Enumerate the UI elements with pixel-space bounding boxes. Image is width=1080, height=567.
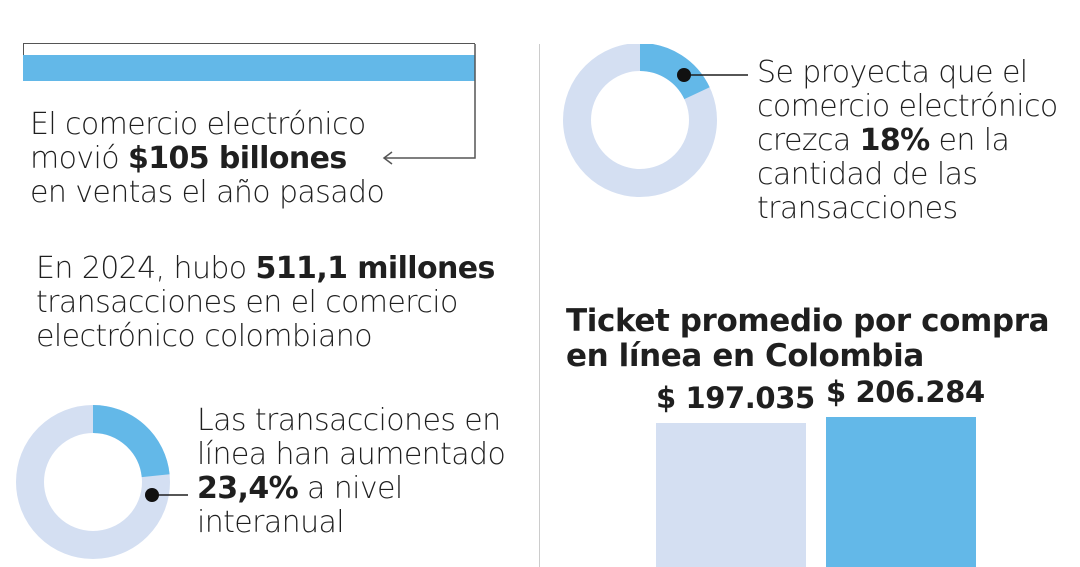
ticket-bar-chart: $ 197.035 $ 206.284	[640, 375, 1000, 567]
projection-percent: 18%	[859, 123, 931, 158]
ecommerce-connector	[382, 44, 476, 165]
ecommerce-line3: en ventas el año pasado	[30, 175, 385, 210]
growth-line4: interanual	[197, 505, 345, 540]
ecommerce-line2: movió $105 billones	[30, 142, 390, 176]
projection-line1: Se proyecta que el	[757, 55, 1028, 90]
growth-line3: 23,4% a nivel	[197, 472, 517, 506]
projection-line2: comercio electrónico	[757, 89, 1058, 124]
ecommerce-text: El comercio electrónico movió $105 billo…	[30, 108, 390, 210]
projection-line4: cantidad de las	[757, 157, 978, 192]
ecommerce-amount: $105 billones	[127, 141, 347, 176]
transactions-line1-prefix: En 2024, hubo	[36, 251, 256, 286]
chart-title-line1: Ticket promedio por compra	[566, 303, 1050, 339]
growth-donut-arc	[92, 405, 170, 478]
growth-line1: Las transacciones en	[197, 403, 501, 438]
transactions-line3: electrónico colombiano	[36, 319, 373, 354]
bar-2023	[656, 423, 806, 567]
bar-value-label-2023: $ 197.035	[656, 381, 815, 415]
transactions-count: 511,1 millones	[255, 251, 496, 286]
growth-donut	[16, 405, 188, 559]
chart-title: Ticket promedio por compra en línea en C…	[566, 304, 1066, 374]
growth-text: Las transacciones en línea han aumentado…	[197, 404, 517, 540]
chart-title-line2: en línea en Colombia	[566, 338, 924, 374]
projection-donut-arc	[639, 44, 710, 100]
projection-text: Se proyecta que el comercio electrónico …	[757, 56, 1077, 226]
growth-line3-suffix: a nivel	[298, 471, 403, 506]
projection-line3: crezca 18% en la	[757, 124, 1077, 158]
projection-line3-prefix: crezca	[757, 123, 860, 158]
growth-percent: 23,4%	[197, 471, 299, 506]
bar-2024	[826, 417, 976, 567]
projection-line3-suffix: en la	[929, 123, 1010, 158]
column-divider	[539, 44, 540, 567]
bar-value-label-2024: $ 206.284	[826, 375, 985, 409]
projection-donut-pointer-dot	[677, 68, 691, 82]
growth-line2: línea han aumentado	[197, 437, 506, 472]
growth-donut-pointer-dot	[145, 488, 159, 502]
ecommerce-value-bar	[23, 55, 475, 81]
projection-donut	[563, 44, 748, 197]
transactions-line1: En 2024, hubo 511,1 millones	[36, 252, 496, 286]
ecommerce-line1: El comercio electrónico	[30, 107, 366, 142]
projection-line5: transacciones	[757, 191, 958, 226]
transactions-line2: transacciones en el comercio	[36, 285, 458, 320]
ecommerce-line2-prefix: movió	[30, 141, 128, 176]
transactions-text: En 2024, hubo 511,1 millones transaccion…	[36, 252, 496, 354]
